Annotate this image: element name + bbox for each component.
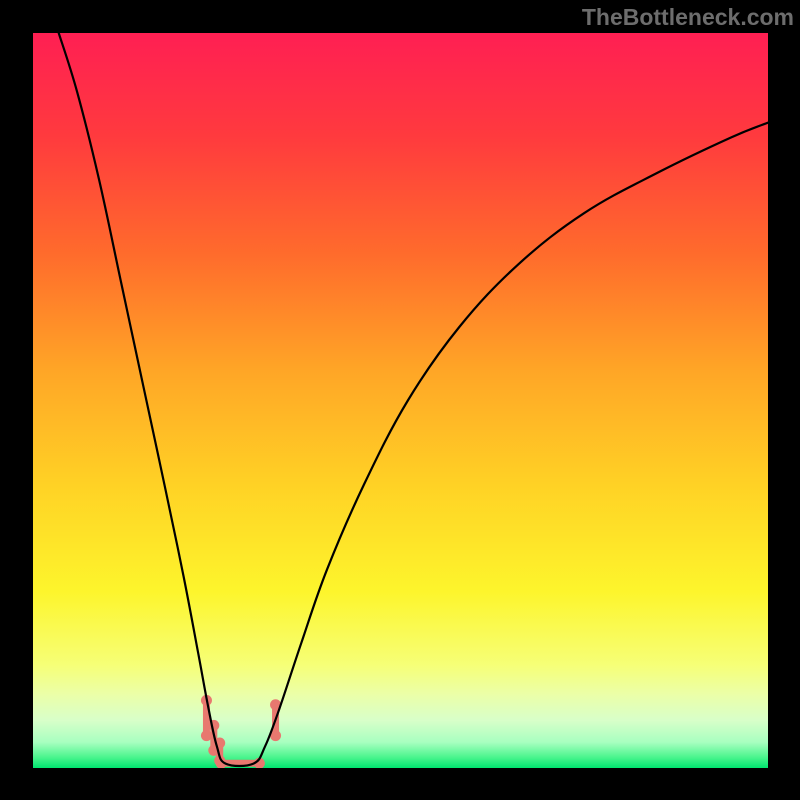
watermark-text: TheBottleneck.com bbox=[582, 4, 794, 31]
stage: TheBottleneck.com bbox=[0, 0, 800, 800]
bottleneck-curve bbox=[59, 33, 768, 766]
plot-area bbox=[33, 33, 768, 768]
curve-layer bbox=[33, 33, 768, 768]
